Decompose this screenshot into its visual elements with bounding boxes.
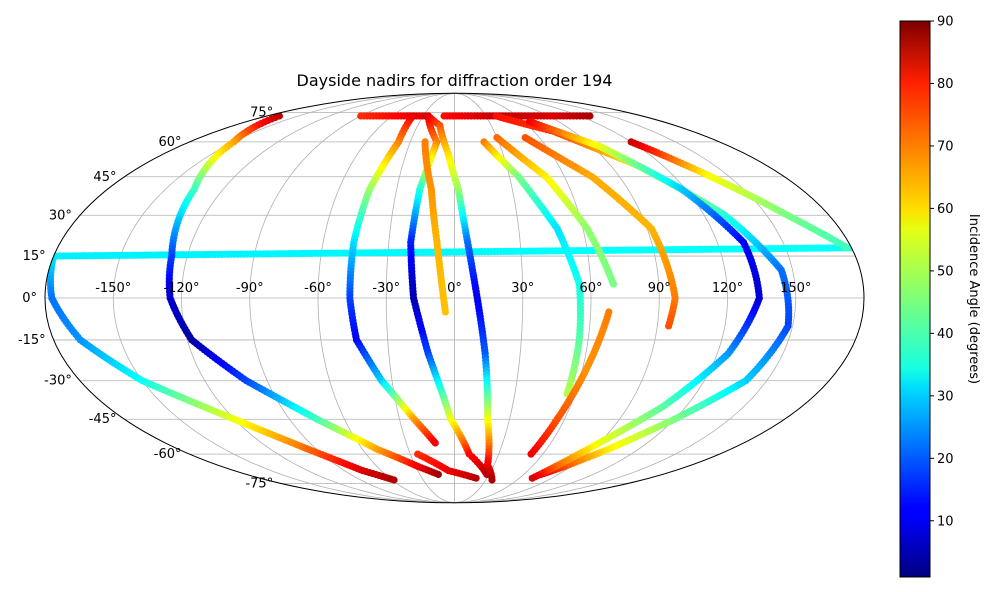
colorbar-tick-label: 40 (937, 327, 954, 342)
nadir-point (390, 476, 398, 484)
map-outline (44, 92, 865, 504)
lon-tick-label: 60° (579, 281, 602, 296)
nadir-points (46, 112, 856, 484)
lon-tick-label: 90° (648, 281, 671, 296)
colorbar (899, 20, 931, 578)
nadir-point (586, 112, 594, 120)
colorbar-tick-label: 20 (937, 452, 954, 467)
nadir-point (431, 439, 439, 447)
lon-tick-label: -30° (372, 281, 400, 296)
colorbar-tick-label: 10 (937, 514, 954, 529)
nadir-point (609, 280, 617, 288)
lon-tick-label: -60° (304, 281, 332, 296)
lat-tick-label: 75° (250, 105, 273, 120)
nadir-point (528, 474, 536, 482)
colorbar-label: Incidence Angle (degrees) (966, 214, 981, 384)
nadir-point (605, 308, 613, 316)
colorbar-tick-label: 30 (937, 389, 954, 404)
colorbar-ticks: 10 20 30 40 50 60 70 80 90 (930, 15, 954, 529)
lon-tick-label: -120° (163, 281, 199, 296)
nadir-point (488, 476, 496, 484)
colorbar-tick-label: 80 (937, 77, 954, 92)
lon-tick-label: 30° (511, 281, 534, 296)
lat-tick-label: 0° (22, 291, 37, 306)
lat-tick-label: -60° (154, 447, 182, 462)
lat-tick-label: -30° (44, 374, 72, 389)
lon-tick-labels: -150° -120° -90° -60° -30° 0° 30° 60° 90° 120° 150… (95, 281, 811, 296)
colorbar-tick-label: 90 (937, 15, 954, 30)
nadir-point (472, 474, 480, 482)
lon-tick-label: -150° (95, 281, 131, 296)
lat-tick-label: 60° (158, 135, 181, 150)
lat-tick-labels: -75° -60° -45° -30° -15° 0° 15° 30° 45° 60° 75° (18, 105, 273, 491)
chart-title: Dayside nadirs for diffraction order 194 (297, 71, 613, 90)
lon-tick-label: -90° (236, 281, 264, 296)
nadir-point (843, 244, 851, 252)
lon-tick-label: 0° (447, 281, 462, 296)
lat-tick-label: 45° (93, 170, 116, 185)
lat-tick-label: -15° (18, 333, 46, 348)
colorbar-tick-label: 50 (937, 264, 954, 279)
lon-tick-label: 120° (712, 281, 743, 296)
lat-tick-label: -45° (89, 412, 117, 427)
lat-tick-label: 30° (49, 208, 72, 223)
nadir-point (441, 308, 450, 316)
lat-tick-label: 15° (23, 249, 46, 264)
nadir-point (434, 470, 442, 479)
colorbar-tick-label: 60 (937, 202, 954, 217)
lon-tick-label: 150° (780, 281, 811, 296)
colorbar-tick-label: 70 (937, 139, 954, 154)
nadir-point (664, 322, 673, 330)
lat-tick-label: -75° (245, 477, 273, 492)
